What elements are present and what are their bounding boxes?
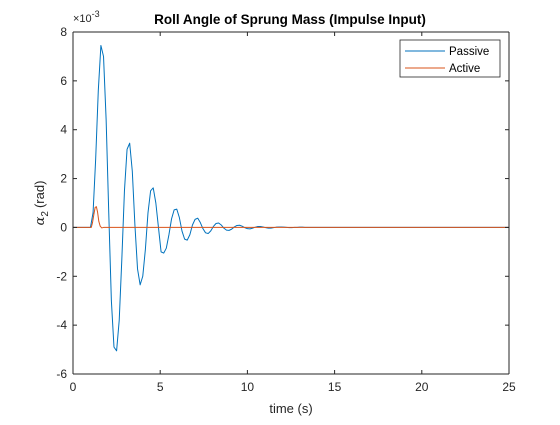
- y-axis-subscript: 2: [40, 211, 51, 217]
- svg-text:×10-3: ×10-3: [73, 9, 100, 25]
- x-tick-label-20: 20: [415, 380, 429, 394]
- x-tick-label-0: 0: [70, 380, 77, 394]
- series-layer: [73, 44, 509, 352]
- x-ticks: 0 5 10 15 20 25: [70, 32, 516, 394]
- legend-label-passive: Passive: [449, 46, 489, 58]
- y-tick-label--2: -2: [56, 269, 67, 283]
- y-exponent-power: -3: [92, 9, 100, 19]
- y-ticks: -6 -4 -2 0 2 4 6 8: [56, 25, 509, 381]
- y-tick-label-2: 2: [60, 172, 67, 186]
- y-tick-label-0: 0: [60, 220, 67, 234]
- y-axis-unit: (rad): [32, 181, 47, 208]
- y-exponent-prefix: ×10: [73, 13, 92, 25]
- y-tick-label-4: 4: [60, 123, 67, 137]
- y-exponent-label: ×10-3: [73, 9, 100, 25]
- y-tick-label-6: 6: [60, 74, 67, 88]
- x-axis-label: time (s): [269, 401, 312, 416]
- y-tick-label-8: 8: [60, 25, 67, 39]
- plot-area: [73, 32, 509, 374]
- x-tick-label-5: 5: [157, 380, 164, 394]
- axes-box: [72, 31, 510, 375]
- chart-title: Roll Angle of Sprung Mass (Impulse Input…: [154, 12, 426, 27]
- y-axis-label: α2 (rad): [32, 181, 51, 226]
- y-axis-symbol: α: [33, 216, 48, 225]
- series-line-active: [73, 206, 509, 229]
- legend-box: [399, 39, 501, 78]
- x-tick-label-10: 10: [241, 380, 255, 394]
- x-tick-label-25: 25: [502, 380, 516, 394]
- y-tick-label--4: -4: [56, 318, 67, 332]
- legend-label-active: Active: [449, 63, 480, 75]
- y-tick-label--6: -6: [56, 367, 67, 381]
- legend: Passive Active: [399, 39, 501, 78]
- x-tick-label-15: 15: [328, 380, 342, 394]
